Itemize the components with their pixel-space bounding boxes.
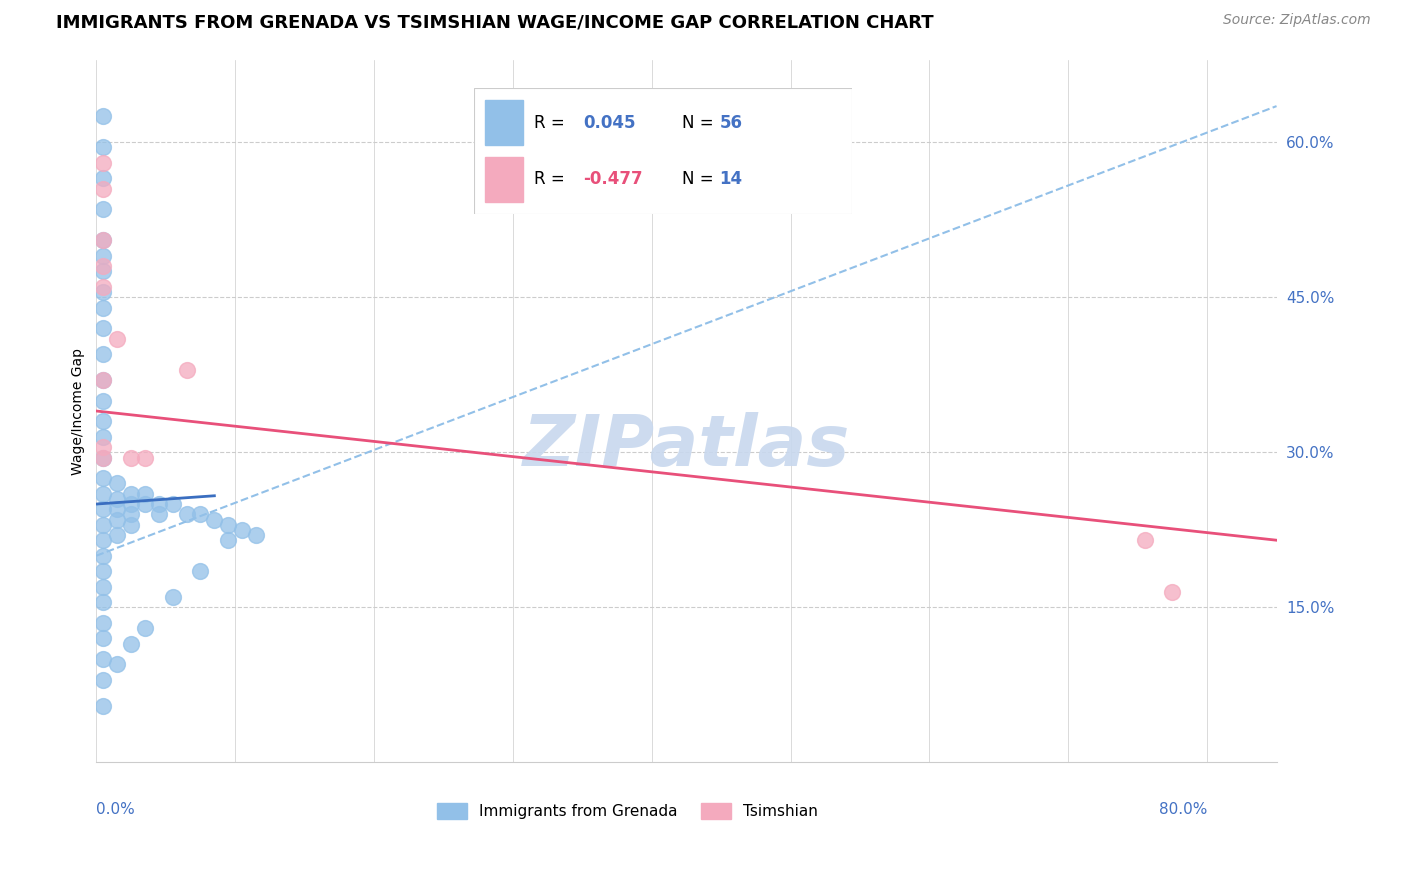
Point xyxy=(91,486,114,500)
Point xyxy=(91,615,114,630)
Point xyxy=(91,171,114,186)
Point xyxy=(217,517,239,532)
Point xyxy=(190,564,212,578)
Point xyxy=(91,564,114,578)
Point xyxy=(120,517,142,532)
Y-axis label: Wage/Income Gap: Wage/Income Gap xyxy=(72,348,86,475)
Point xyxy=(176,508,198,522)
Point xyxy=(91,652,114,666)
Text: ZIPatlas: ZIPatlas xyxy=(523,412,851,481)
Point xyxy=(91,182,114,196)
Point xyxy=(190,508,212,522)
Point xyxy=(91,140,114,154)
Point xyxy=(91,414,114,428)
Point xyxy=(120,450,142,465)
Point xyxy=(91,533,114,548)
Point xyxy=(120,497,142,511)
Point xyxy=(120,486,142,500)
Point xyxy=(91,285,114,300)
Point xyxy=(91,595,114,609)
Point xyxy=(120,508,142,522)
Point xyxy=(91,347,114,361)
Point xyxy=(91,301,114,315)
Point xyxy=(176,362,198,376)
Point xyxy=(91,110,114,124)
Point xyxy=(217,533,239,548)
Point xyxy=(91,549,114,563)
Point xyxy=(91,393,114,408)
Point xyxy=(91,502,114,516)
Point xyxy=(134,486,156,500)
Text: Source: ZipAtlas.com: Source: ZipAtlas.com xyxy=(1223,13,1371,28)
Point xyxy=(91,580,114,594)
Point xyxy=(148,497,170,511)
Point xyxy=(91,234,114,248)
Point xyxy=(245,528,267,542)
Text: 0.0%: 0.0% xyxy=(97,802,135,817)
Point xyxy=(105,502,128,516)
Point xyxy=(105,476,128,491)
Point xyxy=(105,512,128,526)
Point xyxy=(91,450,114,465)
Point xyxy=(105,491,128,506)
Point xyxy=(91,430,114,444)
Point xyxy=(91,517,114,532)
Point xyxy=(134,497,156,511)
Text: IMMIGRANTS FROM GRENADA VS TSIMSHIAN WAGE/INCOME GAP CORRELATION CHART: IMMIGRANTS FROM GRENADA VS TSIMSHIAN WAG… xyxy=(56,13,934,31)
Legend: Immigrants from Grenada, Tsimshian: Immigrants from Grenada, Tsimshian xyxy=(430,797,824,825)
Point xyxy=(105,657,128,672)
Point xyxy=(91,471,114,485)
Point xyxy=(1133,533,1156,548)
Point xyxy=(91,234,114,248)
Point xyxy=(91,249,114,263)
Point xyxy=(105,528,128,542)
Point xyxy=(91,373,114,387)
Point xyxy=(148,508,170,522)
Point xyxy=(231,523,253,537)
Point xyxy=(91,450,114,465)
Point xyxy=(91,632,114,646)
Point xyxy=(91,202,114,217)
Text: 80.0%: 80.0% xyxy=(1159,802,1208,817)
Point xyxy=(105,332,128,346)
Point xyxy=(91,673,114,687)
Point xyxy=(134,621,156,635)
Point xyxy=(91,156,114,170)
Point xyxy=(91,698,114,713)
Point xyxy=(91,264,114,278)
Point xyxy=(91,440,114,454)
Point xyxy=(91,260,114,274)
Point xyxy=(134,450,156,465)
Point xyxy=(120,636,142,650)
Point xyxy=(1161,585,1184,599)
Point xyxy=(162,497,184,511)
Point xyxy=(202,512,225,526)
Point xyxy=(162,590,184,604)
Point xyxy=(91,321,114,335)
Point xyxy=(91,373,114,387)
Point xyxy=(91,280,114,294)
